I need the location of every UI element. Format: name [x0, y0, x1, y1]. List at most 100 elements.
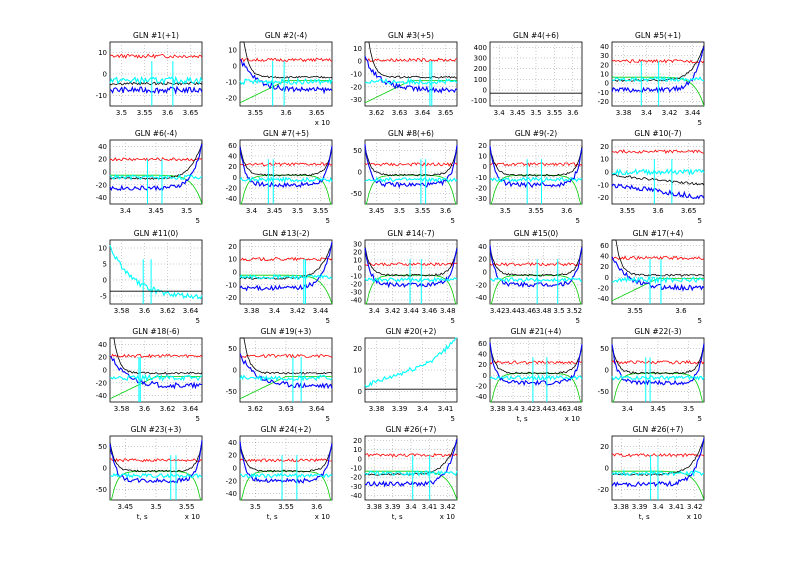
- subplot-14: GLN #15(0) 3.42 3.44 3.46 3.48 3.5 3.52 -40 -20 0…: [476, 229, 583, 325]
- y-tick-label: 0: [233, 269, 237, 277]
- axis-exponent: x 10: [565, 415, 580, 423]
- y-tick-label: 40: [228, 153, 237, 161]
- series-cyan: [364, 469, 458, 477]
- y-tick-label: -10: [351, 273, 362, 281]
- y-tick-label: -40: [96, 392, 107, 400]
- axis-exponent: 5: [326, 415, 330, 423]
- axis-exponent: 5: [196, 217, 200, 225]
- x-tick-label: 3.62: [369, 109, 385, 117]
- series-cyan: [364, 77, 458, 86]
- y-tick-label: 0: [605, 169, 609, 177]
- axis-exponent: 5: [326, 317, 330, 325]
- axis-exponent: 5: [451, 415, 455, 423]
- series-cyan: [239, 373, 333, 382]
- y-tick-label: 0: [103, 367, 107, 375]
- series-blue: [489, 245, 583, 289]
- y-tick-label: -20: [351, 474, 362, 482]
- subplot-title: GLN #26(+7): [633, 425, 684, 434]
- axis-exponent: 5: [451, 317, 455, 325]
- x-tick-label: 3.44: [313, 307, 329, 315]
- series-cyan: [109, 173, 203, 181]
- y-tick-label: -50: [96, 486, 107, 494]
- y-tick-label: -10: [351, 71, 362, 79]
- series-cyan: [489, 176, 583, 183]
- y-tick-label: 300: [474, 55, 487, 63]
- y-tick-label: -40: [476, 294, 487, 302]
- axis-exponent: x 10: [687, 513, 702, 521]
- y-tick-label: 10: [600, 156, 609, 164]
- y-tick-label: -40: [351, 492, 362, 500]
- series-blue: [489, 145, 583, 189]
- series-blue: [611, 46, 705, 94]
- series-green: [239, 375, 332, 400]
- series-green: [611, 277, 704, 302]
- series-black: [611, 344, 705, 375]
- x-tick-label: 3.65: [681, 207, 697, 215]
- x-tick-label: 3.39: [632, 503, 648, 511]
- x-tick-label: 3.64: [415, 109, 431, 117]
- x-tick-label: 3.48: [536, 307, 552, 315]
- y-tick-label: 10: [353, 257, 362, 265]
- x-tick-label: 3.55: [620, 207, 636, 215]
- series-red: [489, 162, 583, 167]
- x-tick-label: 3.6: [440, 207, 452, 215]
- y-tick-label: 0: [233, 174, 237, 182]
- axis-exponent: x 10: [315, 119, 330, 127]
- x-tick-label: 3.42: [440, 503, 456, 511]
- x-tick-label: 3.45: [510, 109, 526, 117]
- y-tick-label: 0: [483, 163, 487, 171]
- x-tick-label: 3.52: [567, 307, 583, 315]
- series-black: [109, 441, 203, 473]
- y-tick-label: -40: [476, 393, 487, 401]
- y-tick-label: 10: [353, 45, 362, 53]
- x-tick-label: 3.5: [116, 109, 127, 117]
- series-red: [611, 58, 705, 64]
- series-blue: [109, 440, 203, 484]
- axis-exponent: 5: [451, 217, 455, 225]
- y-tick-label: 0: [103, 465, 107, 473]
- subplot-title: GLN #10(-7): [634, 129, 681, 138]
- x-tick-label: 3.38: [613, 503, 629, 511]
- series-black: [239, 441, 333, 473]
- axis-exponent: 5: [698, 317, 702, 325]
- series-red: [239, 162, 333, 167]
- subplot-title: GLN #26(+7): [386, 425, 437, 434]
- x-tick-label: 3.5: [683, 405, 694, 413]
- x-tick-label: 3.39: [392, 405, 408, 413]
- y-tick-label: 20: [600, 263, 609, 271]
- x-tick-label: 3.42: [662, 109, 678, 117]
- x-tick-label: 3.6: [311, 503, 323, 511]
- y-tick-label: 400: [474, 44, 487, 52]
- y-tick-label: 40: [98, 143, 107, 151]
- x-tick-label: 3.4: [494, 109, 506, 117]
- series-black: [489, 343, 583, 375]
- series-red: [364, 262, 458, 267]
- y-tick-label: -20: [96, 379, 107, 387]
- x-tick-label: 3.62: [160, 405, 176, 413]
- x-tick-label: 3.55: [137, 109, 153, 117]
- y-tick-label: -40: [226, 195, 237, 203]
- series-blue: [489, 342, 583, 387]
- y-tick-label: -20: [598, 98, 609, 106]
- x-tick-label: 3.41: [422, 503, 438, 511]
- subplot-6: GLN #6(-4) 3.4 3.45 3.5 -40 -20 0 20 40 5: [96, 129, 203, 225]
- subplot-title: GLN #5(+1): [635, 31, 681, 40]
- x-tick-label: 3.62: [248, 405, 264, 413]
- series-red: [109, 53, 203, 60]
- y-tick-label: -50: [351, 190, 362, 198]
- subplot-18: GLN #20(+2) 3.38 3.39 3.4 3.41 0 10 20 5: [353, 327, 458, 423]
- y-tick-label: 0: [358, 169, 362, 177]
- subplot-7: GLN #7(+5) 3.4 3.45 3.5 3.55 -40 -20 0 20 40 60 5: [226, 129, 333, 225]
- y-tick-label: -10: [226, 281, 237, 289]
- x-tick-label: 3.6: [162, 109, 174, 117]
- y-tick-label: 40: [478, 351, 487, 359]
- series-blue: [239, 58, 333, 95]
- subplot-title: GLN #2(-4): [265, 31, 307, 40]
- y-tick-label: -40: [598, 295, 609, 303]
- x-tick-label: 3.4: [269, 307, 281, 315]
- y-tick-label: 10: [353, 446, 362, 454]
- series-cyan: [239, 176, 333, 184]
- series-cyan: [611, 168, 705, 177]
- axis-exponent: 5: [576, 317, 580, 325]
